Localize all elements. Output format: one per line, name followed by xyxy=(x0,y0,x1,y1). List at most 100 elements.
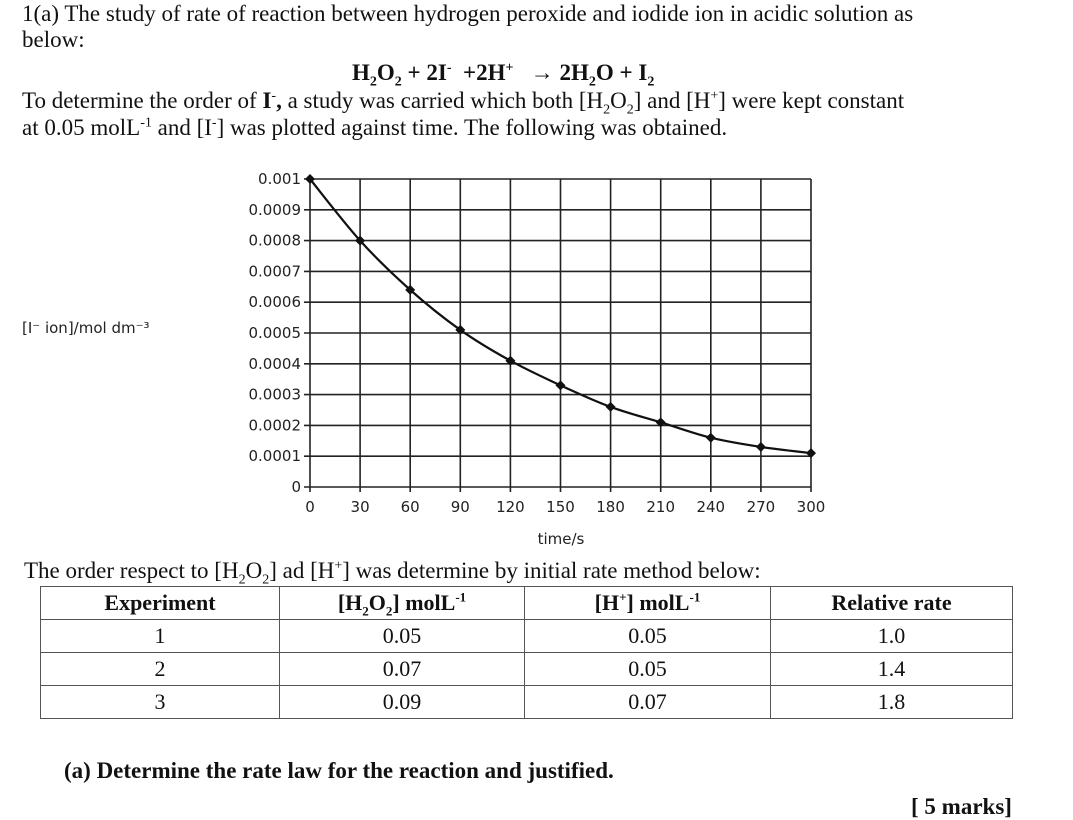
data-point-marker xyxy=(355,235,366,246)
cell-experiment: 1 xyxy=(40,619,280,653)
x-tick-label: 0 xyxy=(305,498,315,516)
y-tick-label: 0.0004 xyxy=(249,355,302,373)
text-run: ] was plotted against time. The followin… xyxy=(216,115,728,140)
concentration-time-chart: 0 0.0001 0.0002 0.0003 0.0004 0.0005 0.0006 0.0… xyxy=(22,170,825,548)
text-run: H xyxy=(352,60,370,85)
y-tick-label: 0.0007 xyxy=(249,262,302,280)
text-run: 2 xyxy=(647,74,655,90)
text-run: [H xyxy=(337,590,363,615)
text-run: I xyxy=(262,88,272,113)
text-run: ] molL xyxy=(392,590,456,615)
intro-line-1: 1(a) The study of rate of reaction betwe… xyxy=(22,1,913,27)
text-run: -1 xyxy=(689,589,701,605)
text-run: 2 xyxy=(626,102,634,118)
chart-grid xyxy=(304,178,812,492)
text-run: O xyxy=(610,88,627,113)
x-tick-label: 150 xyxy=(546,498,575,516)
text-run: 1(a) The study of rate of reaction betwe… xyxy=(22,1,914,26)
text-run: 2 xyxy=(369,74,377,90)
text-run: ] were kept constant xyxy=(718,88,905,113)
x-tick-label: 30 xyxy=(351,498,370,516)
text-run: + xyxy=(710,88,719,104)
text-run: -1 xyxy=(140,115,152,131)
data-point-marker xyxy=(705,432,716,443)
cell-h-plus: 0.07 xyxy=(524,685,771,719)
y-tick-label: 0.0005 xyxy=(249,324,302,342)
text-run: 2 xyxy=(588,74,596,90)
text-run: To determine the order of xyxy=(22,88,263,113)
data-points xyxy=(305,174,816,459)
y-tick-label: 0.0009 xyxy=(249,201,302,219)
initial-rate-table: Experiment [H2O2] molL-1 [H+] molL-1 Rel… xyxy=(40,586,1013,719)
cell-relative-rate: 1.4 xyxy=(770,652,1013,686)
data-point-marker xyxy=(806,448,816,459)
text-run: at 0.05 molL xyxy=(22,115,141,140)
x-tick-label: 120 xyxy=(496,498,525,516)
cell-experiment: 3 xyxy=(40,685,280,719)
y-tick-label: 0.0008 xyxy=(249,232,302,250)
x-tick-label: 210 xyxy=(646,498,675,516)
text-run: below: xyxy=(22,27,85,52)
text-run: 2 xyxy=(385,603,393,619)
header-experiment: Experiment xyxy=(40,586,280,620)
text-run: Relative rate xyxy=(831,590,952,615)
text-run: 2 xyxy=(362,603,369,619)
x-tick-label: 180 xyxy=(596,498,625,516)
x-tick-label: 60 xyxy=(401,498,420,516)
data-point-marker xyxy=(655,417,666,428)
text-run: 2 xyxy=(238,572,246,588)
cell-h-plus: 0.05 xyxy=(524,652,771,686)
marks-label: [ 5 marks] xyxy=(911,794,1012,819)
text-run: +2H xyxy=(451,60,506,85)
text-run: - xyxy=(271,88,277,104)
cell-experiment: 2 xyxy=(40,652,280,686)
table-row: 3 0.09 0.07 1.8 xyxy=(40,685,1013,719)
y-axis-label: [I⁻ ion]/mol dm⁻³ xyxy=(22,319,150,337)
table-header-row: Experiment [H2O2] molL-1 [H+] molL-1 Rel… xyxy=(40,586,1013,620)
cell-h2o2: 0.07 xyxy=(279,652,525,686)
header-h2o2: [H2O2] molL-1 xyxy=(279,586,525,620)
cell-relative-rate: 1.8 xyxy=(770,685,1013,719)
y-tick-label: 0.0003 xyxy=(249,386,302,404)
reaction-equation: H2O2 + 2I- +2H+ → 2H2O + I2 xyxy=(352,60,654,89)
text-run: 2 xyxy=(262,572,270,588)
y-tick-label: 0 xyxy=(291,478,301,496)
y-tick-label: 0.0006 xyxy=(249,293,302,311)
text-run: + xyxy=(505,60,514,76)
text-run: The order respect to [H xyxy=(24,558,239,583)
x-tick-label: 90 xyxy=(451,498,470,516)
header-h-plus: [H+] molL-1 xyxy=(524,586,771,620)
text-run: O xyxy=(245,558,263,583)
text-run: [H xyxy=(594,590,620,615)
y-tick-labels: 0 0.0001 0.0002 0.0003 0.0004 0.0005 0.0006 0.0… xyxy=(249,170,302,496)
text-run: a study was carried which both [H xyxy=(281,88,604,113)
y-tick-label: 0.0001 xyxy=(249,447,302,465)
text-run: 2 xyxy=(603,102,611,118)
data-point-marker xyxy=(755,441,766,452)
intro-line-2: below: xyxy=(22,27,85,53)
text-run: ] molL xyxy=(626,590,690,615)
question-text: (a) Determine the rate law for the react… xyxy=(64,758,614,783)
text-run: and [I xyxy=(151,115,212,140)
text-run: + xyxy=(619,589,627,605)
header-relative-rate: Relative rate xyxy=(770,586,1013,620)
text-run: → 2H xyxy=(513,60,589,85)
x-tick-label: 270 xyxy=(747,498,776,516)
x-tick-label: 240 xyxy=(696,498,725,516)
text-run: O xyxy=(368,590,386,615)
text-run: O + I xyxy=(595,60,648,85)
data-point-marker xyxy=(305,174,315,184)
text-run: Experiment xyxy=(104,590,216,615)
data-point-marker xyxy=(505,355,516,366)
text-run: ] was determine by initial rate method b… xyxy=(342,558,761,583)
cell-h-plus: 0.05 xyxy=(524,619,771,653)
data-point-marker xyxy=(555,380,566,391)
table-row: 2 0.07 0.05 1.4 xyxy=(40,652,1013,686)
table-intro: The order respect to [H2O2] ad [H+] was … xyxy=(24,558,761,587)
intro-line-4: at 0.05 molL-1 and [I-] was plotted agai… xyxy=(22,115,727,141)
y-tick-label: 0.001 xyxy=(258,170,301,188)
text-run: - xyxy=(446,60,452,76)
cell-h2o2: 0.09 xyxy=(279,685,525,719)
text-run: -1 xyxy=(455,589,467,605)
data-point-marker xyxy=(405,284,416,295)
